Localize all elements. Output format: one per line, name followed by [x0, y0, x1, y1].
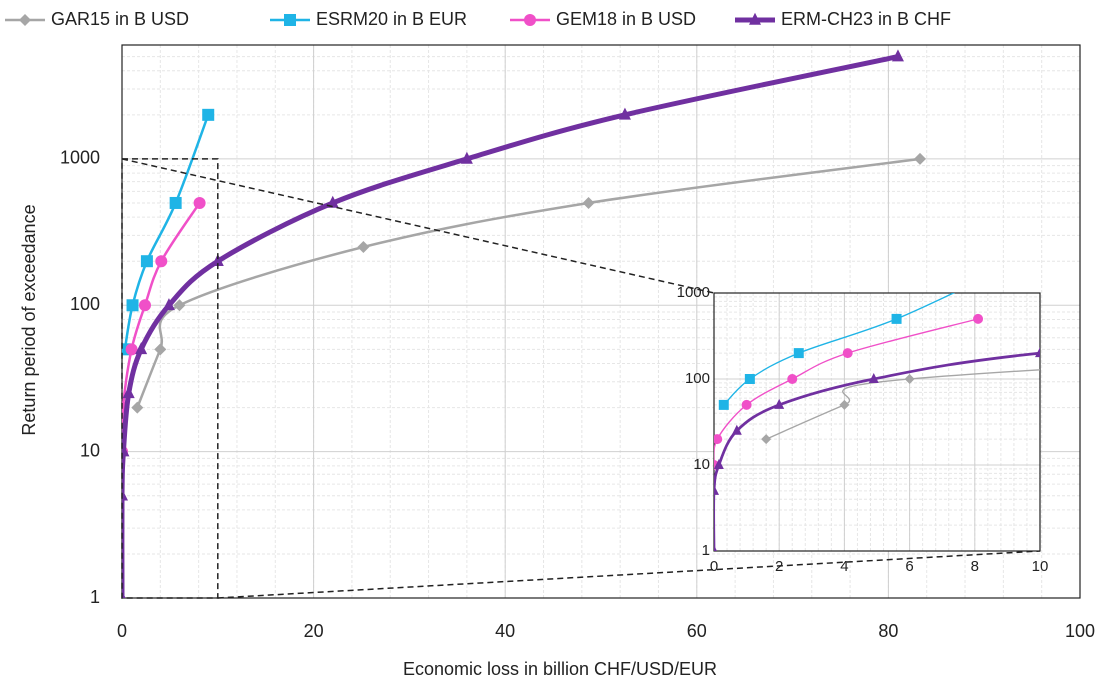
y-tick-label: 1: [702, 542, 710, 559]
x-tick-label: 6: [905, 558, 913, 575]
y-tick-label: 10: [693, 456, 710, 473]
marker: [122, 444, 130, 457]
inset-plot: 0 2 4 6 8 10 1 10 100 1000: [677, 284, 1049, 575]
marker: [731, 424, 742, 435]
legend-label: GEM18 in B USD: [556, 9, 696, 29]
plot-border: [713, 292, 1041, 552]
marker: [169, 196, 182, 209]
marker: [155, 255, 168, 268]
legend-label: ESRM20 in B EUR: [316, 9, 467, 29]
marker: [135, 342, 148, 355]
y-tick-label: 100: [70, 294, 100, 314]
legend: GAR15 in B USD ESRM20 in B EUR GEM18 in B …: [5, 9, 951, 29]
marker: [162, 298, 175, 311]
zoom-frame: [121, 158, 219, 599]
marker: [793, 348, 804, 359]
x-tick-label: 40: [495, 621, 515, 641]
marker: [460, 151, 473, 164]
marker: [122, 590, 126, 598]
marker: [1035, 347, 1040, 358]
series-line: [765, 369, 1040, 440]
marker: [122, 386, 135, 399]
x-tick-label: 20: [304, 621, 324, 641]
marker: [211, 254, 224, 267]
marker: [125, 343, 138, 356]
series-line: [723, 293, 956, 406]
marker: [193, 196, 206, 209]
marker: [774, 398, 785, 409]
marker: [741, 399, 752, 410]
marker: [714, 484, 719, 495]
marker: [154, 343, 167, 356]
x-tick-label: 8: [971, 558, 979, 575]
x-tick-label: 0: [710, 558, 718, 575]
legend-label: GAR15 in B USD: [51, 9, 189, 29]
x-tick-label: 0: [117, 621, 127, 641]
connector: [217, 550, 1041, 599]
x-tick-label: 60: [687, 621, 707, 641]
marker: [718, 399, 729, 410]
plot-border: [121, 44, 1081, 599]
x-tick-label: 80: [878, 621, 898, 641]
x-tick-label: 10: [1032, 558, 1049, 575]
connector: [121, 158, 715, 294]
y-axis-title: Return period of exceedance: [19, 204, 39, 435]
marker: [524, 14, 536, 26]
x-tick-label: 2: [775, 558, 783, 575]
marker: [357, 241, 370, 254]
series-layer: [714, 293, 1040, 551]
marker: [714, 545, 717, 551]
y-tick-label: 1000: [677, 284, 710, 301]
marker: [744, 374, 755, 384]
y-tick-label: 1000: [60, 148, 100, 168]
marker: [714, 434, 723, 445]
marker: [868, 373, 879, 383]
marker: [891, 49, 904, 62]
marker: [787, 374, 798, 384]
x-tick-label: 4: [840, 558, 848, 575]
marker: [140, 255, 153, 268]
marker: [202, 108, 215, 121]
marker: [19, 14, 31, 26]
marker: [138, 299, 151, 312]
marker: [131, 401, 144, 414]
marker: [973, 313, 984, 324]
y-tick-label: 100: [685, 370, 710, 387]
marker: [714, 459, 724, 469]
x-tick-label: 100: [1065, 621, 1095, 641]
marker: [126, 299, 139, 312]
x-axis-title: Economic loss in billion CHF/USD/EUR: [403, 659, 717, 679]
marker: [761, 434, 772, 445]
marker: [891, 313, 902, 324]
marker: [122, 488, 128, 501]
marker: [914, 152, 927, 165]
marker: [842, 348, 853, 359]
series-layer: [122, 49, 927, 598]
y-tick-label: 1: [90, 587, 100, 607]
marker: [582, 196, 595, 209]
marker: [904, 374, 915, 384]
marker: [284, 14, 296, 26]
y-tick-label: 10: [80, 440, 100, 460]
marker: [618, 107, 631, 120]
legend-label: ERM-CH23 in B CHF: [781, 9, 951, 29]
plot-area: [714, 293, 1040, 551]
marker: [749, 12, 761, 25]
marker: [326, 195, 339, 208]
marker: [173, 299, 186, 312]
marker: [839, 399, 850, 410]
